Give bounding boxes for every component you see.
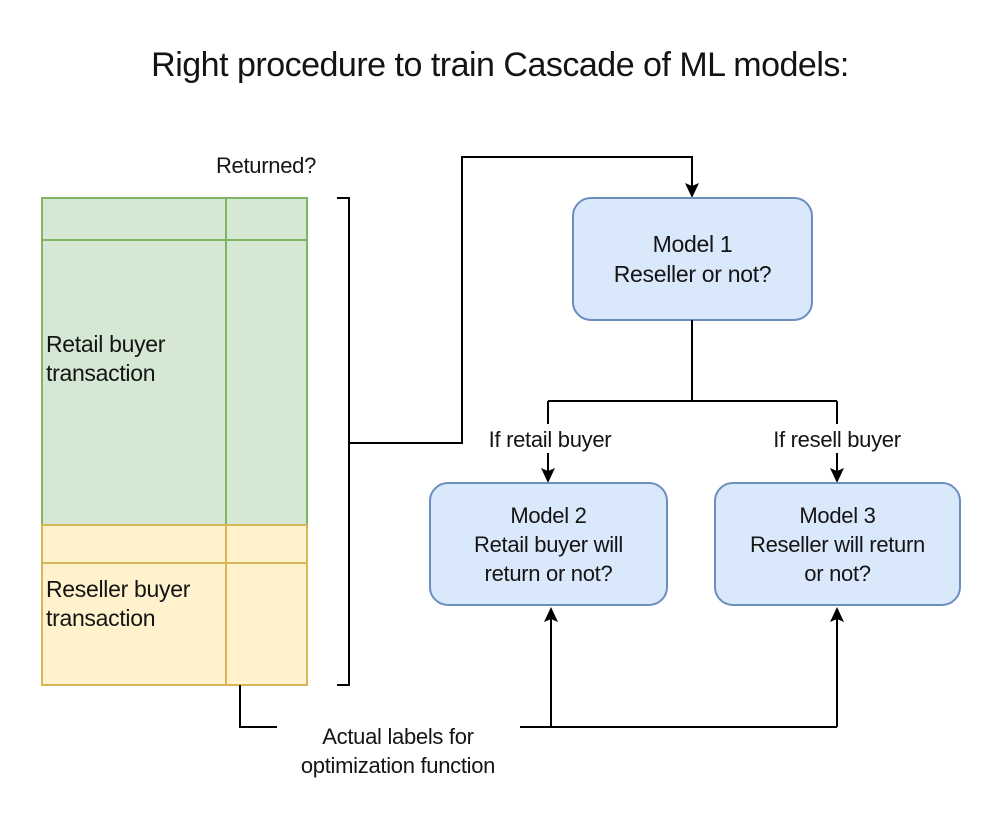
yellow-table-body [41,524,308,686]
connector-returned-column-to-note [239,685,277,728]
model2-question-line1: Retail buyer will [474,531,623,557]
arrow-into-model3 [830,453,844,483]
reseller-transactions-label: Reseller buyer transaction [46,575,190,633]
reseller-label-line2: transaction [46,605,156,631]
arrowhead-into-model1 [685,183,699,198]
table-rows-bracket [337,197,350,686]
retail-transactions-label: Retail buyer transaction [46,330,165,388]
model2-node [429,482,668,606]
model1-label: Model 1 Reseller or not? [573,198,812,320]
branch-label-resell: If resell buyer [773,427,901,452]
model3-question-line1: Reseller will return [750,531,925,557]
model3-label: Model 3 Reseller will return or not? [715,483,960,605]
reseller-transactions-table [41,524,308,686]
arrowhead-into-model2 [541,468,555,483]
retail-transactions-table [41,197,308,526]
retail-label-line2: transaction [46,360,156,386]
connector-model1-split [547,320,838,424]
note-line1: Actual labels for [322,724,474,749]
arrowhead-up-model3 [830,607,844,622]
arrowhead-into-model3 [830,468,844,483]
arrowhead-up-model2 [544,607,558,622]
note-line2: optimization function [300,753,496,778]
model3-title: Model 3 [799,502,876,528]
model2-title: Model 2 [510,502,587,528]
model1-question: Reseller or not? [613,261,772,287]
model3-node [714,482,961,606]
model2-question-line2: return or not? [484,560,613,586]
green-table-body [41,197,308,526]
reseller-label-line1: Reseller buyer [46,576,191,602]
retail-label-line1: Retail buyer [46,331,166,357]
branch-label-retail: If retail buyer [488,427,612,452]
model2-label: Model 2 Retail buyer will return or not? [430,483,667,605]
returned-column-label: Returned? [215,153,317,178]
connector-bracket-to-model1 [349,156,699,444]
arrow-into-model2 [541,453,555,483]
actual-labels-note: Actual labels for optimization function [278,722,518,780]
model1-title: Model 1 [652,231,733,257]
diagram-title: Right procedure to train Cascade of ML m… [151,46,849,84]
model3-question-line2: or not? [804,560,871,586]
connector-note-to-models [520,607,844,728]
